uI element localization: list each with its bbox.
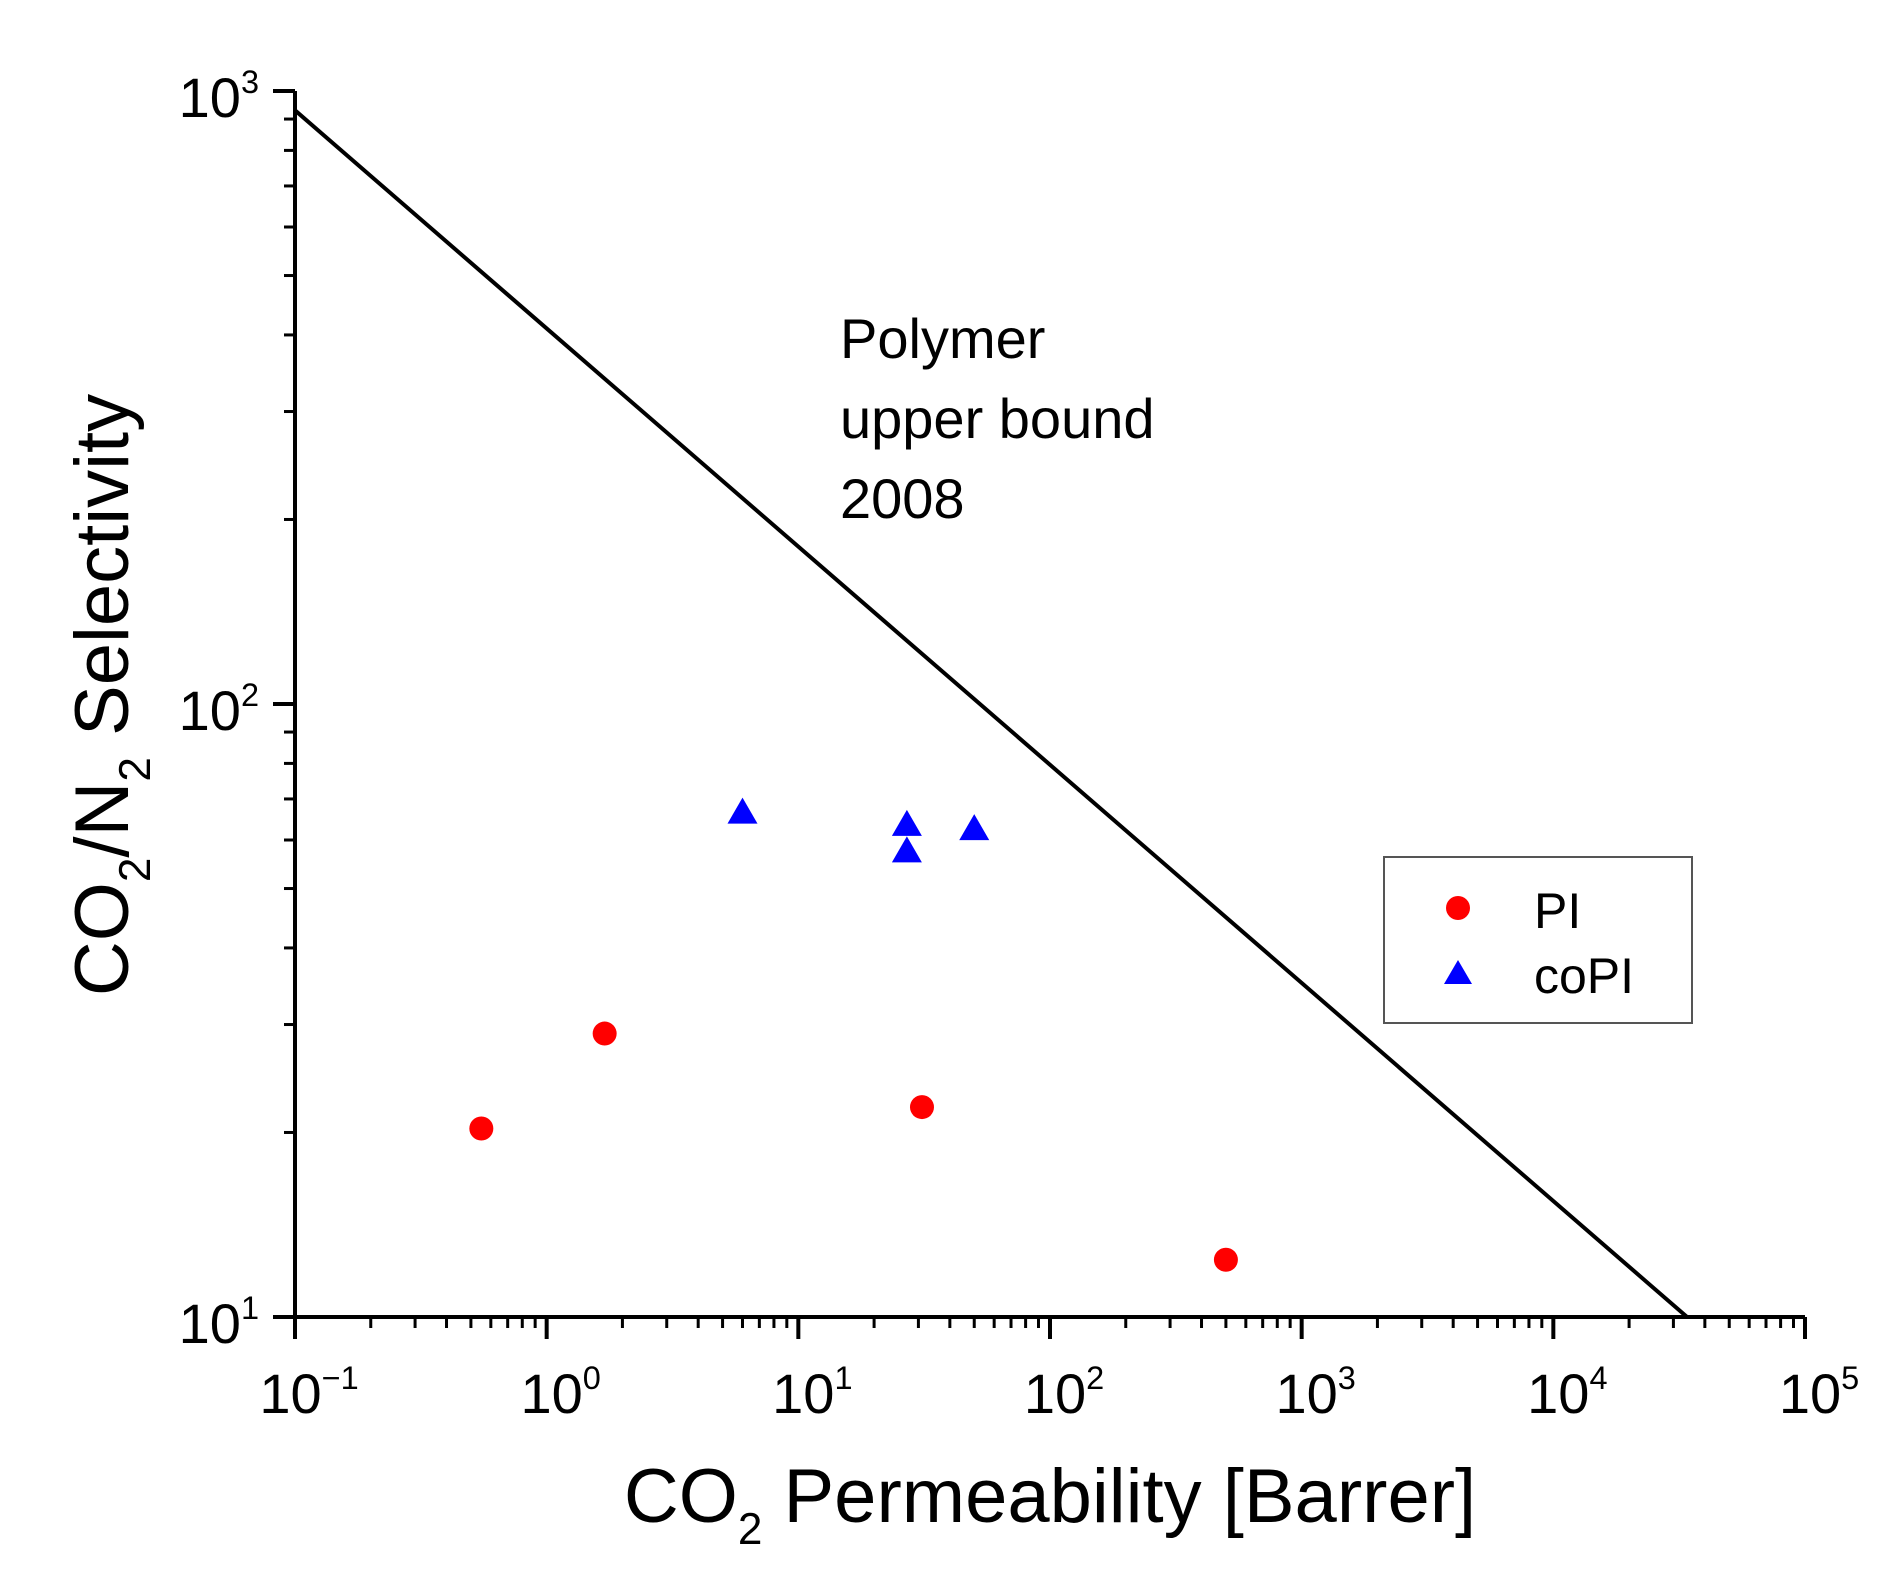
- x-tick-labels: 10−1 100 101 102 103 104 105: [259, 1360, 1859, 1425]
- x-tick-label: 104: [1527, 1360, 1607, 1425]
- point-copi: [891, 809, 922, 836]
- x-axis-title: CO2 Permeability [Barrer]: [624, 1454, 1476, 1554]
- x-tick-label: 103: [1275, 1360, 1355, 1425]
- point-pi: [909, 1095, 934, 1120]
- point-pi: [592, 1021, 617, 1046]
- plot-frame: [293, 91, 1805, 1319]
- x-tick-label: 105: [1779, 1360, 1859, 1425]
- y-tick-label: 103: [179, 64, 259, 129]
- legend-marker-pi: [1446, 896, 1470, 920]
- y-tick-label: 102: [179, 677, 259, 742]
- upper-bound-line: [293, 108, 1689, 1319]
- legend-label-pi: PI: [1534, 883, 1581, 939]
- upper-bound-label-line: Polymer: [840, 307, 1045, 370]
- point-pi: [469, 1116, 494, 1141]
- y-axis-title: CO2/N2 Selectivity: [60, 394, 160, 996]
- x-tick-label: 100: [520, 1360, 600, 1425]
- legend: PI coPI: [1383, 856, 1693, 1024]
- upper-bound-label-line: upper bound: [840, 387, 1155, 450]
- point-copi: [891, 836, 922, 863]
- upper-bound-label-line: 2008: [840, 467, 965, 530]
- point-copi: [727, 797, 758, 824]
- legend-marker-copi: [1444, 960, 1472, 984]
- data-points: [469, 797, 1238, 1272]
- y-tick-labels: 101 102 103: [179, 64, 259, 1355]
- legend-box: [1383, 856, 1693, 1024]
- x-tick-label: 102: [1024, 1360, 1104, 1425]
- minor-ticks: [284, 117, 1795, 1328]
- point-copi: [959, 814, 990, 841]
- x-tick-label: 10−1: [259, 1360, 358, 1425]
- point-pi: [1213, 1247, 1238, 1272]
- major-ticks: [273, 89, 1807, 1339]
- legend-label-copi: coPI: [1534, 948, 1634, 1004]
- y-tick-label: 101: [179, 1290, 259, 1355]
- x-tick-label: 101: [772, 1360, 852, 1425]
- upper-bound-label: Polymer upper bound 2008: [840, 307, 1155, 530]
